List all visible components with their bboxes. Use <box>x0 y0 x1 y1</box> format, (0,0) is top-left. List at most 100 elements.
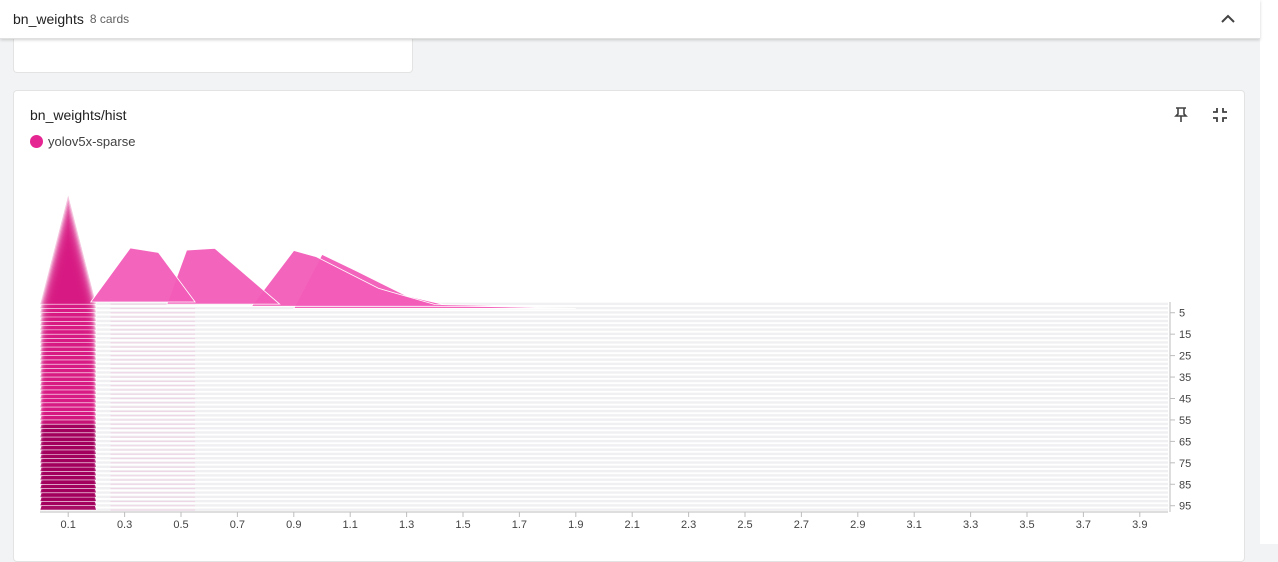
x-tick-label: 0.9 <box>286 519 301 531</box>
histogram-step-peak <box>39 266 97 374</box>
x-tick-label: 1.3 <box>399 519 414 531</box>
histogram-step-peak <box>39 239 97 348</box>
histogram-step-band <box>40 495 1168 499</box>
histogram-step-peak <box>39 234 97 344</box>
legend-swatch <box>30 135 43 148</box>
histogram-chart: 0.1 0.3 0.5 0.7 0.9 1.1 1.3 1.5 1.7 1.9 2.1 2.3 2.5 2… <box>39 194 1191 531</box>
x-tick-label: 0.3 <box>117 519 132 531</box>
card-title: bn_weights/hist <box>30 107 127 123</box>
x-tick-label: 2.3 <box>681 519 696 531</box>
histogram-step-peak <box>39 216 97 326</box>
x-tick-label: 0.7 <box>230 519 245 531</box>
histogram-step-band <box>40 427 1168 430</box>
histogram-step-band <box>40 405 1168 408</box>
fullscreen-exit-icon <box>1213 108 1227 122</box>
histogram-step-band <box>40 332 1168 336</box>
histogram-step-peak <box>39 271 97 378</box>
histogram-step-band <box>40 499 1168 503</box>
x-tick-label: 2.1 <box>625 519 640 531</box>
histogram-step-band <box>40 469 1168 473</box>
histogram-step-band <box>40 302 1168 306</box>
x-tick-label: 0.1 <box>61 519 76 531</box>
x-tick-label: 3.3 <box>963 519 978 531</box>
y-tick-label: 45 <box>1179 393 1191 405</box>
histogram-step-band <box>40 448 1168 451</box>
histogram-step-band <box>40 414 1168 417</box>
exit-fullscreen-button[interactable] <box>1208 103 1232 127</box>
histogram-step-peak <box>39 198 97 309</box>
collapse-group-button[interactable] <box>1218 9 1238 29</box>
x-tick-label: 1.5 <box>455 519 470 531</box>
x-tick-label: 0.5 <box>173 519 188 531</box>
histogram-step-band <box>40 392 1168 396</box>
y-tick-label: 95 <box>1179 501 1191 513</box>
histogram-step-peak <box>39 194 97 305</box>
histogram-step-band <box>40 431 1168 434</box>
histogram-step-band <box>40 366 1168 370</box>
x-tick-label: 1.9 <box>568 519 583 531</box>
y-tick-label: 35 <box>1179 372 1191 384</box>
x-tick-label: 3.9 <box>1132 519 1147 531</box>
histogram-step-band <box>40 465 1168 469</box>
histogram-step-band <box>40 474 1168 477</box>
histogram-step-band <box>40 362 1168 366</box>
histogram-step-band <box>40 452 1168 456</box>
histogram-step-band <box>40 396 1168 400</box>
histogram-step-band <box>40 482 1168 486</box>
histogram-step-distribution <box>89 247 196 303</box>
histogram-step-peak <box>39 203 97 314</box>
histogram-step-peak <box>39 225 97 335</box>
pin-icon <box>1174 107 1188 122</box>
histogram-step-band <box>40 341 1168 344</box>
histogram-step-peak <box>39 248 97 356</box>
y-tick-label: 85 <box>1179 479 1191 491</box>
group-title: bn_weights <box>13 11 84 27</box>
x-tick-label: 2.5 <box>737 519 752 531</box>
histogram-step-peak <box>39 262 97 369</box>
y-tick-label: 75 <box>1179 458 1191 470</box>
histogram-step-band <box>40 461 1168 464</box>
histogram-step-band <box>40 409 1168 413</box>
x-tick-label: 2.9 <box>850 519 865 531</box>
histogram-step-band <box>40 478 1168 481</box>
histogram-step-band <box>40 487 1168 490</box>
histogram-step-band <box>40 306 1168 310</box>
histogram-step-band <box>40 379 1168 383</box>
histogram-step-band <box>40 401 1168 404</box>
histogram-step-distribution <box>250 250 548 307</box>
x-tick-label: 1.1 <box>343 519 358 531</box>
histogram-step-band <box>40 345 1168 348</box>
group-header: bn_weights 8 cards <box>0 0 1260 39</box>
histogram-step-peak <box>39 243 97 352</box>
histogram-step-peak <box>39 257 97 365</box>
histogram-step-band <box>40 457 1168 460</box>
histogram-step-band <box>40 439 1168 443</box>
histogram-step-band <box>40 371 1168 374</box>
y-tick-label: 25 <box>1179 351 1191 363</box>
scrollbar-track[interactable] <box>1260 0 1278 544</box>
chevron-up-icon <box>1221 14 1235 23</box>
histogram-step-band <box>40 358 1168 361</box>
y-tick-label: 65 <box>1179 436 1191 448</box>
histogram-step-band <box>40 435 1168 438</box>
histogram-step-band <box>40 388 1168 391</box>
y-tick-label: 5 <box>1179 308 1185 320</box>
histogram-step-band <box>40 504 1168 507</box>
x-tick-label: 3.7 <box>1076 519 1091 531</box>
histogram-step-band <box>40 508 1168 511</box>
histogram-step-band <box>40 422 1168 426</box>
histogram-step-distribution <box>166 247 281 305</box>
histogram-step-peak <box>39 206 97 318</box>
x-tick-label: 1.7 <box>512 519 527 531</box>
x-tick-label: 3.5 <box>1019 519 1034 531</box>
histogram-step-band <box>40 311 1168 314</box>
pin-button[interactable] <box>1169 103 1193 127</box>
histogram-step-peak <box>39 220 97 331</box>
y-tick-label: 55 <box>1179 415 1191 427</box>
histogram-step-band <box>40 491 1168 494</box>
histogram-step-peak <box>39 229 97 339</box>
histogram-step-peak <box>39 252 97 361</box>
group-card-count: 8 cards <box>89 12 130 26</box>
histogram-step-band <box>40 375 1168 378</box>
histogram-step-band <box>40 444 1168 447</box>
